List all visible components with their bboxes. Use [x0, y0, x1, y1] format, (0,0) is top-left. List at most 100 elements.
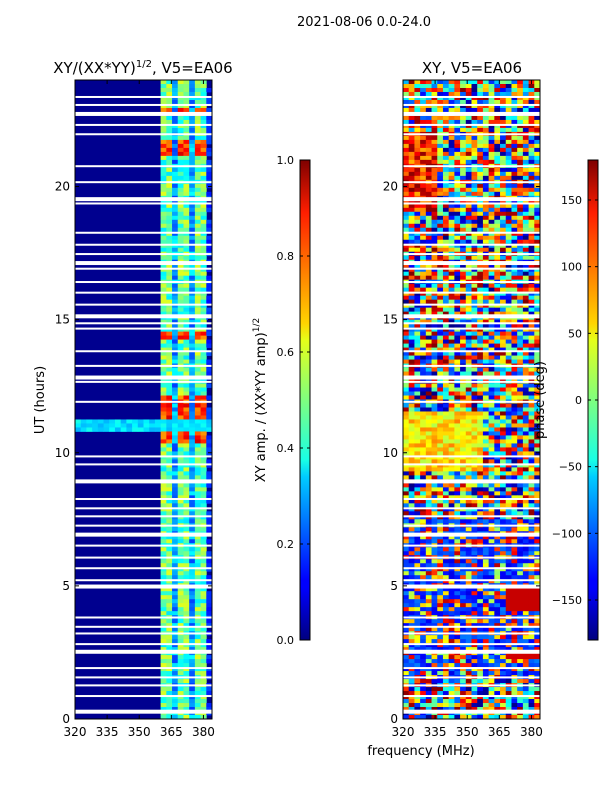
phase-cell — [522, 235, 529, 241]
phase-cell — [414, 291, 421, 297]
phase-cell — [448, 359, 455, 364]
phase-cell — [488, 367, 495, 372]
phase-cell — [500, 643, 507, 648]
phase-cell — [528, 483, 535, 488]
phase-cell — [488, 215, 495, 221]
phase-cell — [431, 239, 438, 245]
phase-cell — [403, 115, 410, 121]
phase-cell — [500, 359, 507, 364]
phase-cell — [420, 275, 427, 281]
amplitude-cell — [172, 115, 179, 121]
amplitude-cell — [177, 511, 184, 516]
amplitude-cell — [177, 183, 184, 189]
amplitude-cell — [172, 159, 179, 165]
amplitude-cell — [166, 371, 173, 376]
phase-cell — [517, 459, 524, 464]
phase-cell — [442, 475, 450, 480]
amplitude-cell — [200, 155, 207, 161]
phase-cell — [403, 211, 410, 217]
phase-cell — [437, 551, 444, 556]
phase-cell — [465, 611, 472, 616]
amplitude-cell — [200, 659, 207, 664]
phase-cell — [494, 263, 501, 269]
amplitude-cell — [166, 635, 173, 640]
amplitude-cell — [194, 427, 201, 432]
phase-cell — [477, 559, 484, 564]
phase-cell — [500, 567, 507, 572]
phase-cell — [442, 139, 450, 145]
phase-cell — [442, 371, 450, 376]
amplitude-cell — [166, 343, 173, 348]
phase-cell — [460, 567, 467, 572]
phase-cell — [431, 155, 438, 161]
phase-cell — [408, 639, 415, 644]
phase-cell — [517, 427, 524, 432]
phase-cell — [448, 475, 455, 480]
phase-cell — [437, 115, 444, 121]
phase-cell — [448, 247, 455, 253]
phase-cell — [414, 443, 421, 448]
amplitude-cell — [166, 167, 173, 173]
phase-cell — [460, 619, 467, 624]
phase-cell — [465, 459, 472, 464]
phase-cell — [505, 603, 512, 608]
phase-cell — [528, 563, 535, 568]
phase-cell — [522, 203, 529, 209]
phase-cell — [494, 119, 501, 125]
phase-cell — [454, 407, 461, 412]
phase-cell — [442, 427, 450, 432]
phase-cell — [465, 355, 472, 360]
phase-cell — [465, 167, 472, 173]
phase-cell — [442, 603, 450, 608]
phase-cell — [425, 295, 432, 301]
phase-cell — [454, 103, 461, 109]
phase-cell — [414, 411, 421, 416]
phase-cell — [431, 603, 438, 608]
amplitude-cell — [172, 183, 179, 189]
phase-cell — [511, 611, 518, 616]
phase-cell — [500, 423, 507, 428]
amplitude-cell — [189, 143, 196, 149]
phase-cell — [403, 471, 410, 476]
phase-cell — [488, 559, 495, 564]
amplitude-cell — [189, 119, 196, 125]
amplitude-cell — [172, 627, 179, 632]
phase-cell — [414, 227, 421, 233]
phase-cell — [477, 419, 484, 424]
phase-cell — [431, 455, 438, 460]
phase-cell — [500, 87, 507, 93]
amplitude-cell — [120, 427, 127, 432]
phase-cell — [511, 151, 518, 157]
phase-cell — [403, 139, 410, 145]
phase-cell — [465, 423, 472, 428]
phase-cell — [465, 351, 472, 356]
phase-cell — [522, 383, 529, 388]
phase-cell — [477, 283, 484, 289]
phase-cell — [403, 403, 410, 408]
phase-cell — [408, 459, 415, 464]
amplitude-cell — [172, 691, 179, 696]
phase-cell — [494, 423, 501, 428]
phase-cell — [403, 175, 410, 181]
phase-cell — [460, 427, 467, 432]
phase-cell — [511, 463, 518, 468]
phase-cell — [477, 299, 484, 305]
amplitude-cell — [183, 635, 190, 640]
phase-cell — [534, 415, 541, 420]
phase-cell — [528, 567, 535, 572]
phase-cell — [437, 575, 444, 580]
phase-cell — [488, 391, 495, 396]
phase-cell — [482, 147, 490, 153]
phase-cell — [431, 203, 438, 209]
phase-cell — [517, 535, 524, 540]
phase-cell — [534, 123, 541, 129]
amplitude-cell — [206, 639, 213, 644]
phase-cell — [500, 335, 507, 340]
phase-cell — [403, 191, 410, 197]
phase-cell — [460, 171, 467, 177]
amplitude-cell — [160, 367, 167, 372]
amplitude-cell — [183, 679, 190, 684]
amplitude-cell — [183, 699, 190, 704]
amplitude-cell — [172, 519, 179, 524]
phase-cell — [403, 95, 410, 101]
